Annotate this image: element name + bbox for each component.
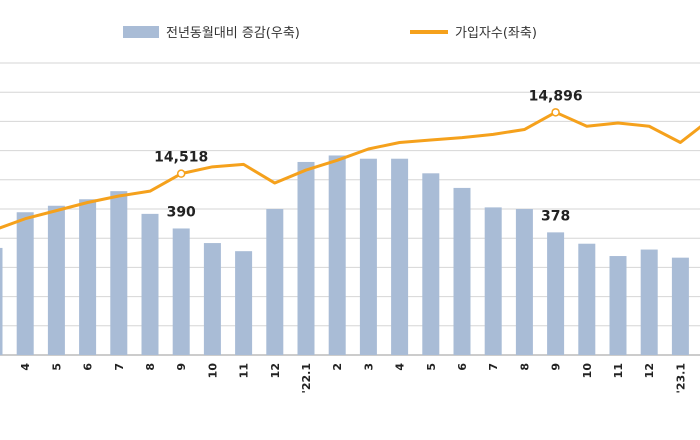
x-tick-label: 8 bbox=[144, 363, 157, 371]
x-tick-label: 8 bbox=[518, 363, 531, 371]
bar-data-label: 390 bbox=[167, 204, 196, 220]
bar bbox=[671, 257, 689, 355]
bar bbox=[422, 173, 440, 355]
bar bbox=[141, 213, 159, 355]
line-marker bbox=[176, 169, 186, 178]
bar bbox=[79, 199, 97, 355]
x-tick-label: 6 bbox=[456, 363, 469, 371]
legend-line-label: 가입자수(좌축) bbox=[455, 26, 537, 41]
bar bbox=[266, 209, 284, 355]
line-data-label: 14,896 bbox=[529, 88, 583, 104]
data-labels: 14,518 14,896 390 378 bbox=[154, 88, 582, 224]
x-tick-label: 9 bbox=[175, 363, 188, 371]
x-tick-label: 6 bbox=[82, 363, 95, 371]
x-tick-label: 9 bbox=[550, 363, 563, 371]
x-tick-label: 5 bbox=[425, 363, 438, 371]
x-tick-label: 2 bbox=[331, 363, 344, 371]
line-marker bbox=[551, 108, 560, 117]
x-tick-label: 10 bbox=[206, 363, 219, 379]
bar bbox=[359, 158, 377, 355]
x-tick-label: 11 bbox=[612, 363, 625, 378]
x-tick-label: 3 bbox=[362, 363, 375, 371]
bar bbox=[609, 256, 627, 355]
subscriber-line bbox=[0, 110, 700, 230]
bar bbox=[640, 249, 658, 355]
x-tick-label: '22.1 bbox=[300, 363, 313, 394]
x-tick-label: 5 bbox=[50, 363, 63, 371]
bar-series bbox=[0, 155, 689, 355]
legend-bar-swatch bbox=[123, 26, 159, 38]
x-tick-label: 4 bbox=[394, 363, 407, 371]
bar bbox=[16, 212, 34, 355]
bar bbox=[547, 232, 565, 355]
x-tick-label: '23.1 bbox=[674, 363, 687, 394]
x-tick-label: 12 bbox=[643, 363, 656, 378]
bar bbox=[172, 228, 190, 355]
bar bbox=[578, 243, 596, 355]
x-tick-label: 4 bbox=[19, 363, 32, 371]
bar bbox=[297, 161, 315, 355]
bar bbox=[47, 205, 65, 355]
bar bbox=[328, 155, 346, 355]
bar bbox=[484, 207, 502, 355]
x-tick-label: 3 bbox=[0, 363, 1, 371]
legend: 전년동월대비 증감(우축) 가입자수(좌축) bbox=[123, 26, 537, 41]
x-tick-label: 11 bbox=[238, 363, 251, 378]
x-tick-label: 10 bbox=[581, 363, 594, 379]
line-data-label: 14,518 bbox=[154, 150, 208, 166]
bar bbox=[0, 247, 3, 355]
bar bbox=[391, 158, 409, 355]
bar bbox=[203, 243, 221, 355]
bar bbox=[515, 209, 533, 355]
x-tick-label: 12 bbox=[269, 363, 282, 378]
bar bbox=[453, 187, 471, 355]
legend-bar-label: 전년동월대비 증감(우축) bbox=[166, 26, 300, 41]
bar bbox=[110, 191, 128, 355]
x-tick-label: 7 bbox=[113, 363, 126, 371]
x-tick-label: 7 bbox=[487, 363, 500, 371]
bar-data-label: 378 bbox=[541, 208, 570, 224]
line-series bbox=[0, 110, 700, 230]
bar bbox=[235, 251, 253, 355]
